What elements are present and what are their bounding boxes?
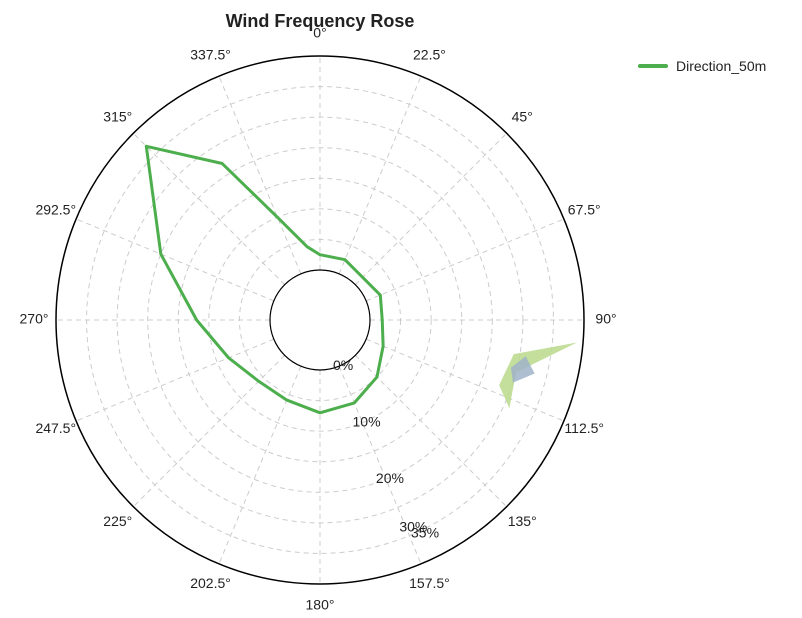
radial-tick-label: 30%	[399, 518, 427, 534]
center-circle-group	[269, 269, 371, 371]
angular-tick-label: 202.5°	[190, 575, 231, 591]
angular-tick-label: 247.5°	[35, 420, 76, 436]
series-layer	[144, 144, 385, 415]
grid-spoke	[132, 355, 285, 508]
angular-tick-label: 0°	[313, 25, 326, 41]
grid-ring	[147, 147, 493, 493]
angular-tick-label: 292.5°	[35, 201, 76, 217]
grid-spoke	[218, 366, 302, 565]
radial-tick-label: 20%	[376, 470, 404, 486]
grid-spoke	[75, 338, 274, 422]
overlay-shape	[499, 342, 577, 409]
series-line	[144, 144, 385, 415]
angular-tick-label: 22.5°	[413, 46, 446, 62]
grid-spoke	[218, 75, 302, 274]
chart-title: Wind Frequency Rose	[225, 11, 415, 31]
overlay-shapes	[499, 342, 577, 409]
radial-tick-label: 0%	[333, 357, 353, 373]
legend: Direction_50m	[638, 57, 766, 75]
radial-tick-label: 10%	[353, 413, 381, 429]
grid-ring	[116, 116, 524, 524]
angular-tick-label: 67.5°	[568, 201, 601, 217]
overlay-shape	[510, 356, 535, 383]
angular-tick-label: 315°	[103, 108, 132, 124]
angular-tick-label: 45°	[512, 108, 533, 124]
grid-spoke	[75, 218, 274, 302]
legend-swatch	[638, 64, 668, 68]
angular-tick-label: 180°	[306, 597, 335, 613]
angular-tick-label: 135°	[508, 513, 537, 529]
angular-tick-label: 225°	[103, 513, 132, 529]
radial-tick-label: 35%	[411, 525, 439, 541]
angular-tick-label: 337.5°	[190, 46, 231, 62]
angular-tick-label: 112.5°	[564, 420, 604, 436]
outer-circle	[55, 55, 585, 585]
grid-ring	[208, 208, 432, 432]
grid-spoke	[355, 132, 508, 285]
angular-tick-label: 270°	[20, 311, 49, 327]
grid-spoke	[338, 75, 422, 274]
polar-grid	[55, 55, 585, 585]
angular-tick-label: 157.5°	[409, 575, 450, 591]
angular-tick-label: 90°	[595, 311, 616, 327]
axis-labels: 0° 22.5° 45° 67.5° 90° 112.5° 135° 157.5° 180° 20…	[20, 25, 617, 613]
grid-spoke	[366, 218, 565, 302]
legend-label: Direction_50m	[676, 58, 767, 74]
center-circle	[269, 269, 371, 371]
